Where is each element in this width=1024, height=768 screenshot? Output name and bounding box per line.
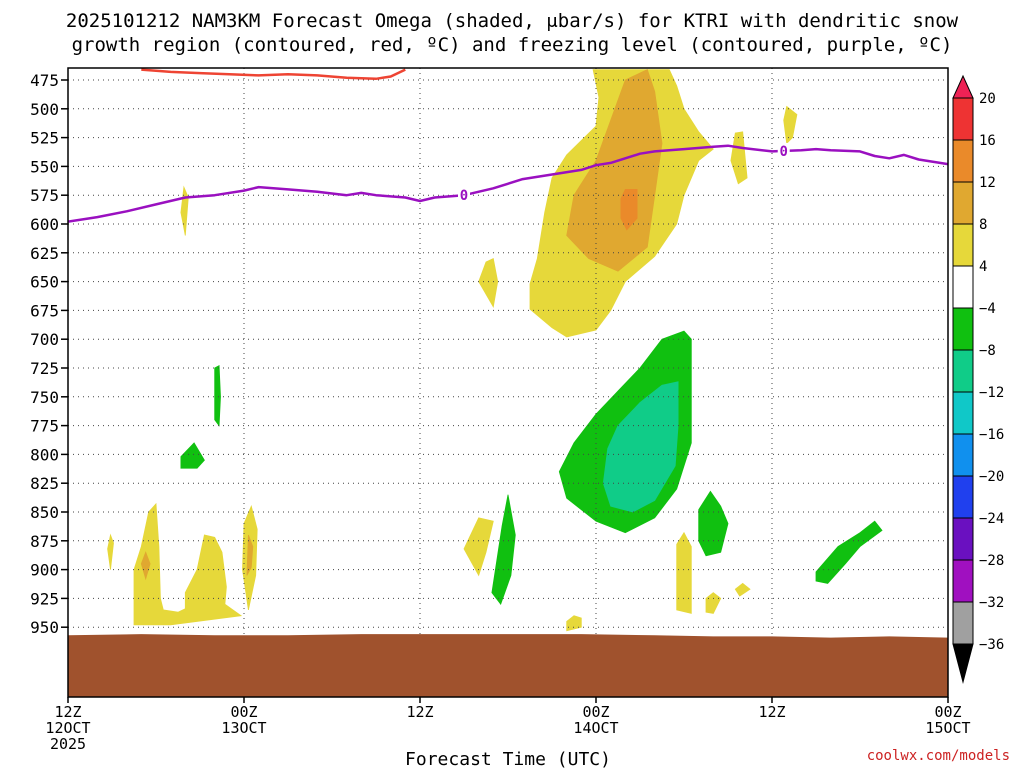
omega-region-1	[566, 69, 663, 272]
omega-region-19	[214, 365, 221, 427]
colorbar-label-6: −8	[979, 343, 996, 359]
x-tick-label-1-0: 00Z	[230, 703, 257, 721]
x-tick-label-3-1: 14OCT	[573, 719, 618, 737]
omega-region-20	[180, 442, 205, 469]
colorbar-segment-7	[952, 349, 974, 393]
omega-region-12	[676, 531, 692, 614]
y-tick-label-600: 600	[30, 215, 59, 234]
y-tick-label-950: 950	[30, 618, 59, 637]
y-tick-label-900: 900	[30, 561, 59, 580]
y-tick-label-500: 500	[30, 100, 59, 119]
omega-region-18	[602, 381, 679, 513]
colorbar-segment-11	[952, 517, 974, 561]
y-tick-label-850: 850	[30, 503, 59, 522]
colorbar-label-3: 8	[979, 217, 987, 233]
colorbar-label-9: −20	[979, 469, 1004, 485]
y-tick-label-875: 875	[30, 532, 59, 551]
omega-region-4	[730, 131, 748, 185]
colorbar-segment-8	[952, 391, 974, 435]
x-tick-label-5-1: 15OCT	[925, 719, 970, 737]
x-tick-label-0-0: 12Z	[54, 703, 81, 721]
colorbar-segment-12	[952, 559, 974, 603]
omega-region-22	[698, 490, 729, 557]
omega-region-21	[491, 494, 516, 606]
y-tick-label-550: 550	[30, 157, 59, 176]
chart-title: 2025101212 NAM3KM Forecast Omega (shaded…	[66, 10, 959, 56]
colorbar-segment-10	[952, 475, 974, 519]
x-tick-label-2-0: 12Z	[406, 703, 433, 721]
y-tick-label-825: 825	[30, 474, 59, 493]
colorbar-label-2: 12	[979, 175, 996, 191]
y-tick-label-800: 800	[30, 445, 59, 464]
colorbar-label-13: −36	[979, 637, 1004, 653]
x-tick-label-5-0: 00Z	[934, 703, 961, 721]
omega-region-14	[734, 582, 751, 597]
terrain	[68, 634, 948, 697]
freezing-label-bg-0	[458, 187, 470, 203]
colorbar-segment-6	[952, 307, 974, 351]
omega-region-15	[140, 551, 151, 581]
freezing-level-label-1: 0	[780, 144, 788, 160]
colorbar-bottom-arrow	[952, 643, 974, 684]
freezing-level-label-0: 0	[460, 188, 468, 204]
y-tick-label-925: 925	[30, 589, 59, 608]
y-tick-label-475: 475	[30, 71, 59, 90]
y-tick-label-775: 775	[30, 417, 59, 436]
omega-region-16	[246, 534, 254, 576]
colorbar-segment-9	[952, 433, 974, 477]
credit-text: coolwx.com/models	[867, 748, 1010, 764]
x-tick-label-4-0: 12Z	[758, 703, 785, 721]
freezing-label-bg-1	[777, 142, 790, 158]
x-tick-label-0-2: 2025	[50, 735, 86, 753]
omega-region-10	[463, 517, 494, 577]
freezing-level-contour	[68, 144, 948, 223]
y-tick-label-625: 625	[30, 244, 59, 263]
y-tick-label-725: 725	[30, 359, 59, 378]
y-tick-label-650: 650	[30, 273, 59, 292]
colorbar-label-8: −16	[979, 427, 1004, 443]
omega-region-23	[815, 520, 883, 584]
colorbar-label-10: −24	[979, 511, 1004, 527]
y-tick-label-575: 575	[30, 186, 59, 205]
omega-region-7	[107, 533, 114, 570]
colorbar-segment-4	[952, 223, 974, 267]
colorbar-segment-2	[952, 139, 974, 183]
omega-region-5	[478, 258, 499, 309]
colorbar-segment-3	[952, 181, 974, 225]
colorbar-label-1: 16	[979, 133, 996, 149]
plot-area: 00	[67, 67, 949, 698]
dgz-contour	[141, 68, 406, 81]
omega-region-11	[566, 615, 582, 632]
colorbar-segment-1	[952, 97, 974, 141]
colorbar-segment-13	[952, 601, 974, 645]
omega-region-3	[783, 105, 798, 145]
y-tick-label-700: 700	[30, 330, 59, 349]
colorbar-label-11: −28	[979, 553, 1004, 569]
omega-region-8	[133, 502, 243, 626]
colorbar-top-arrow	[952, 74, 974, 99]
omega-region-13	[705, 592, 722, 614]
pressure-axis: 475 500 525 550 575 600 625 650 675 700 725 750 775 8…	[30, 71, 68, 637]
colorbar-segment-5	[952, 265, 974, 309]
omega-region-2	[620, 188, 638, 231]
title-line-2: growth region (contoured, red, ºC) and f…	[72, 34, 953, 56]
colorbar-label-0: 20	[979, 91, 996, 107]
x-tick-label-3-0: 00Z	[582, 703, 609, 721]
title-line-1: 2025101212 NAM3KM Forecast Omega (shaded…	[66, 10, 959, 32]
colorbar: 20 16 12 8 4 −4 −8 −12 −16 −20 −24 −28 −32 −36	[952, 74, 1004, 684]
colorbar-label-4: 4	[979, 259, 987, 275]
plot-frame	[67, 67, 949, 698]
y-tick-label-750: 750	[30, 388, 59, 407]
y-tick-label-675: 675	[30, 301, 59, 320]
x-tick-label-1-1: 13OCT	[221, 719, 266, 737]
grid	[68, 68, 948, 697]
colorbar-label-5: −4	[979, 301, 996, 317]
colorbar-label-12: −32	[979, 595, 1004, 611]
colorbar-label-7: −12	[979, 385, 1004, 401]
y-tick-label-525: 525	[30, 129, 59, 148]
x-tick-label-0-1: 12OCT	[45, 719, 90, 737]
x-axis-title: Forecast Time (UTC)	[405, 749, 611, 768]
